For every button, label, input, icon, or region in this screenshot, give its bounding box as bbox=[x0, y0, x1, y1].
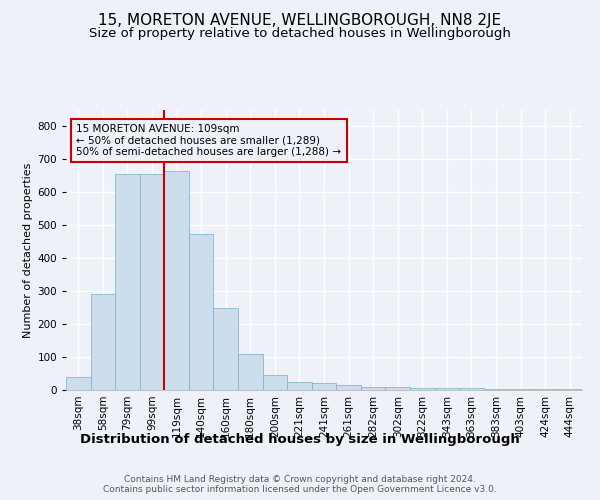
Bar bbox=[140, 174, 164, 390]
Text: Contains HM Land Registry data © Crown copyright and database right 2024.
Contai: Contains HM Land Registry data © Crown c… bbox=[103, 474, 497, 494]
Bar bbox=[336, 385, 361, 390]
Text: Distribution of detached houses by size in Wellingborough: Distribution of detached houses by size … bbox=[80, 432, 520, 446]
Bar bbox=[189, 234, 214, 390]
Bar bbox=[508, 389, 533, 390]
Y-axis label: Number of detached properties: Number of detached properties bbox=[23, 162, 33, 338]
Text: Size of property relative to detached houses in Wellingborough: Size of property relative to detached ho… bbox=[89, 28, 511, 40]
Bar bbox=[214, 308, 238, 390]
Text: 15, MORETON AVENUE, WELLINGBOROUGH, NN8 2JE: 15, MORETON AVENUE, WELLINGBOROUGH, NN8 … bbox=[98, 12, 502, 28]
Bar bbox=[312, 384, 336, 390]
Bar bbox=[238, 354, 263, 390]
Bar bbox=[115, 174, 140, 390]
Bar bbox=[91, 294, 115, 390]
Bar bbox=[164, 171, 189, 390]
Bar bbox=[434, 388, 459, 390]
Bar bbox=[459, 388, 484, 390]
Text: 15 MORETON AVENUE: 109sqm
← 50% of detached houses are smaller (1,289)
50% of se: 15 MORETON AVENUE: 109sqm ← 50% of detac… bbox=[76, 124, 341, 157]
Bar bbox=[361, 386, 385, 390]
Bar bbox=[287, 382, 312, 390]
Bar bbox=[66, 377, 91, 390]
Bar bbox=[263, 375, 287, 390]
Bar bbox=[533, 389, 557, 390]
Bar bbox=[410, 388, 434, 390]
Bar bbox=[484, 389, 508, 390]
Bar bbox=[385, 388, 410, 390]
